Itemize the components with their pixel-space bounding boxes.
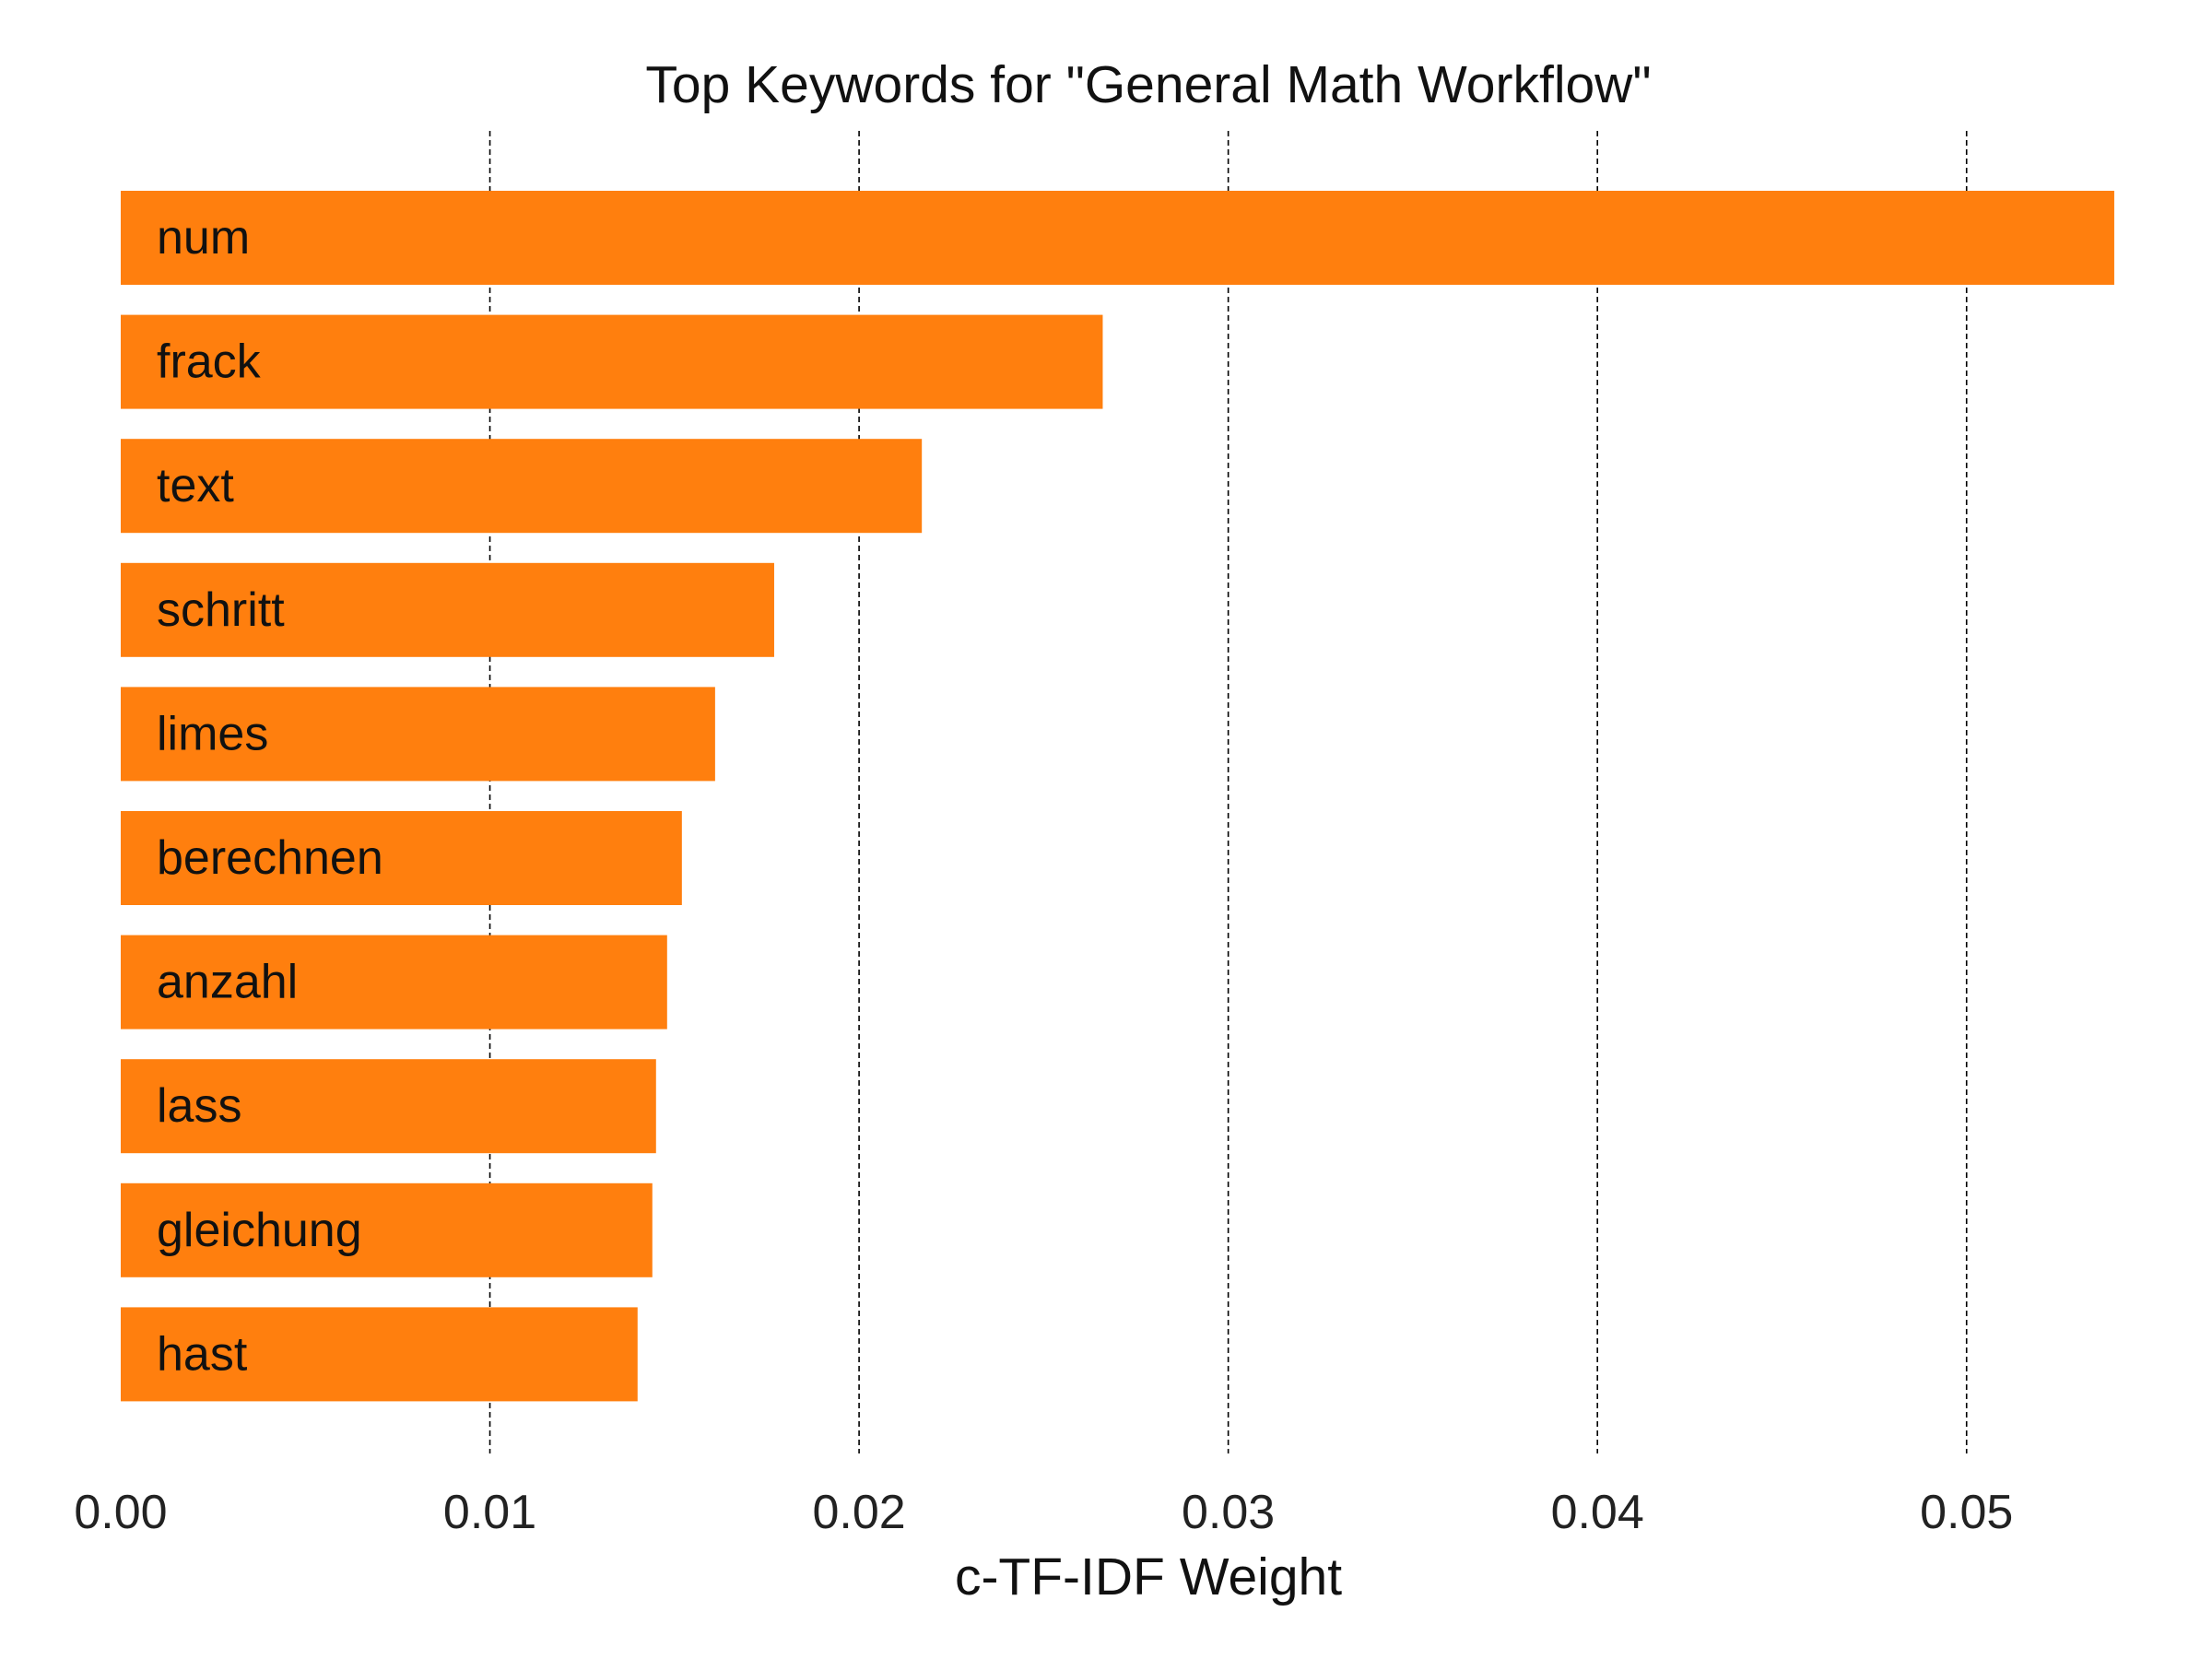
bar-labels-layer: num frack text schritt limes berechnen anzahl l…: [157, 211, 383, 1381]
x-tick-label-3: 0.03: [1182, 1486, 1275, 1539]
bar-schritt: [121, 562, 774, 657]
bar-lass: [121, 1059, 656, 1154]
x-tick-label-0: 0.00: [74, 1486, 167, 1539]
x-axis-label: c-TF-IDF Weight: [955, 1547, 1342, 1606]
x-tick-label-5: 0.05: [1920, 1486, 2013, 1539]
bar-label-lass: lass: [157, 1079, 241, 1133]
x-tick-label-4: 0.04: [1551, 1486, 1644, 1539]
x-tick-labels: 0.00 0.01 0.02 0.03 0.04 0.05: [74, 1486, 2013, 1539]
bar-label-frack: frack: [157, 335, 262, 389]
bar-label-schritt: schritt: [157, 583, 285, 637]
bar-gleichung: [121, 1182, 653, 1277]
bar-berechnen: [121, 811, 682, 905]
bar-limes: [121, 687, 715, 782]
bar-label-hast: hast: [157, 1327, 248, 1381]
chart-title: Top Keywords for "General Math Workflow": [645, 55, 1651, 114]
bars-layer: [121, 191, 2114, 1402]
bar-hast: [121, 1307, 638, 1402]
bar-num: [121, 191, 2114, 285]
x-tick-label-1: 0.01: [443, 1486, 536, 1539]
bar-label-anzahl: anzahl: [157, 956, 298, 1009]
bar-anzahl: [121, 935, 667, 1030]
x-tick-label-2: 0.02: [812, 1486, 905, 1539]
bar-label-berechnen: berechnen: [157, 831, 383, 885]
bar-frack: [121, 314, 1103, 409]
bar-label-limes: limes: [157, 707, 268, 760]
bar-label-text: text: [157, 459, 234, 512]
bar-label-gleichung: gleichung: [157, 1204, 362, 1257]
bar-label-num: num: [157, 211, 250, 265]
bar-text: [121, 439, 923, 534]
